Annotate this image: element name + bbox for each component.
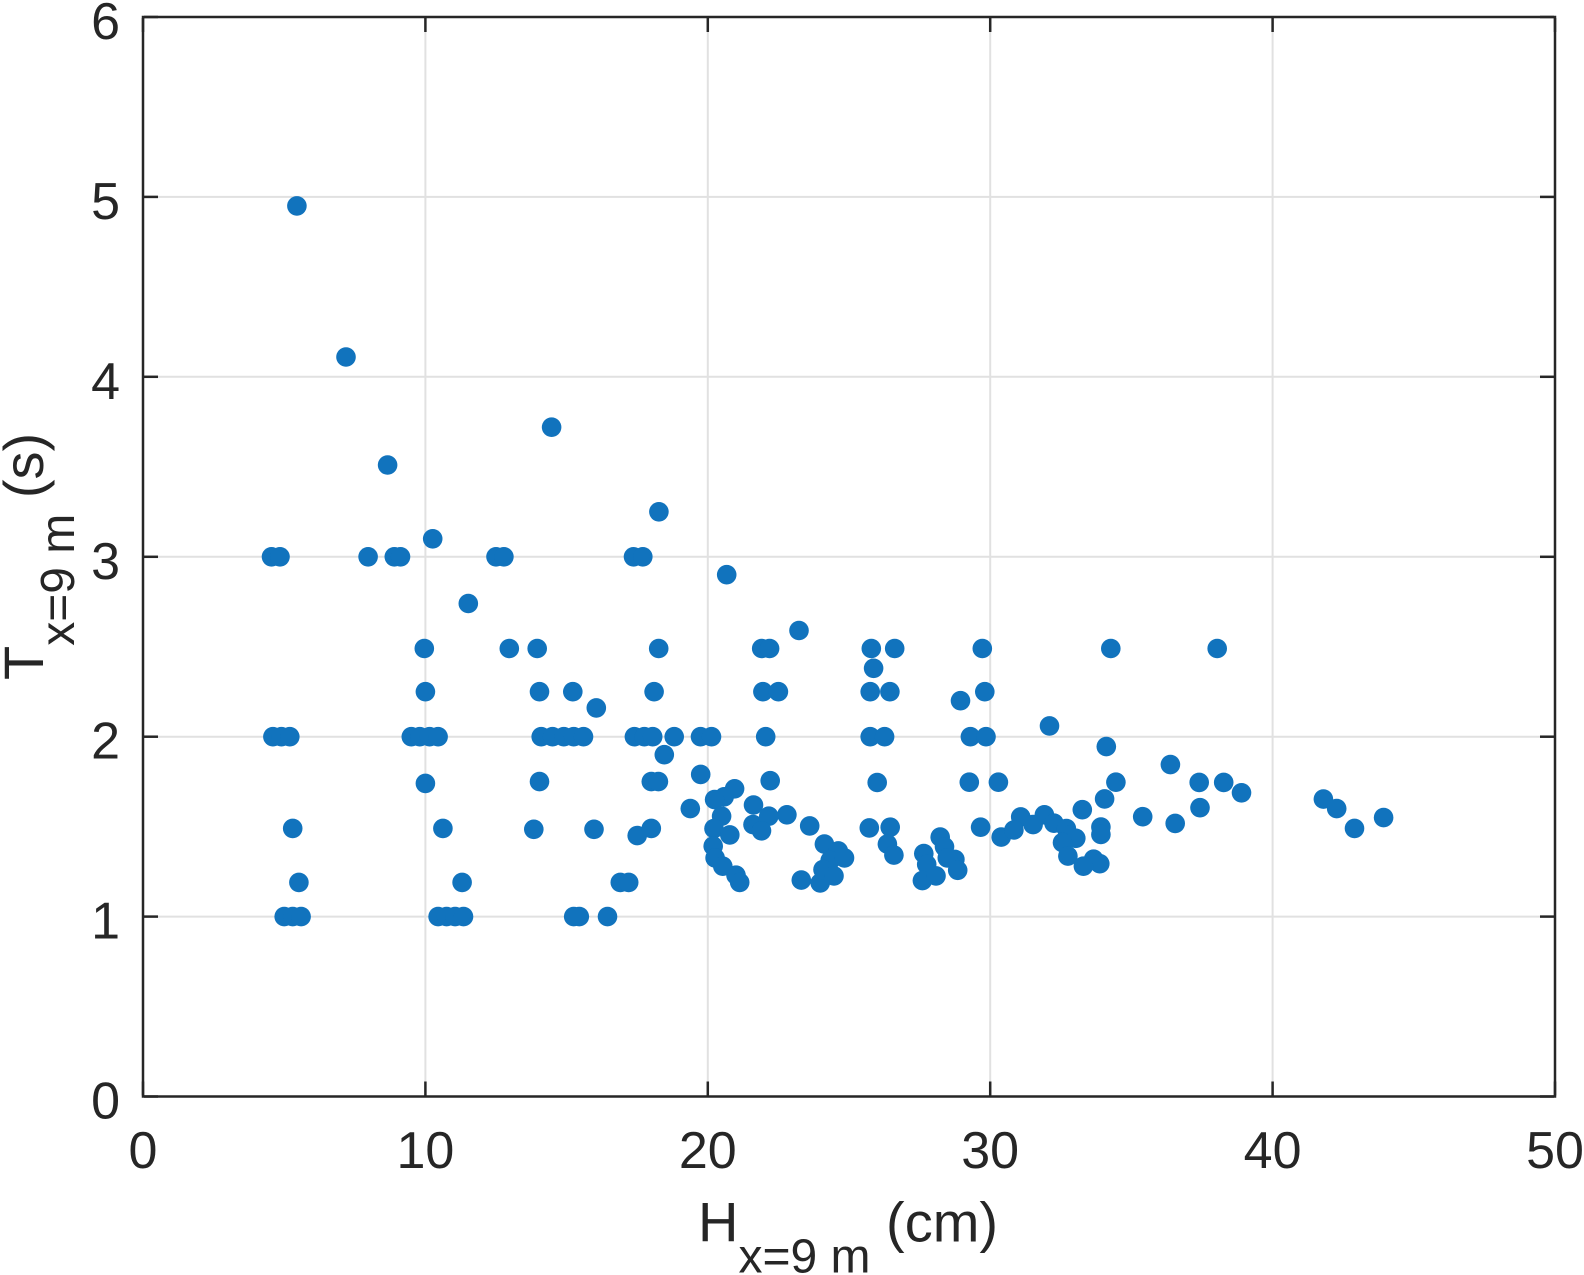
svg-text:2: 2 bbox=[91, 713, 120, 771]
svg-text:0: 0 bbox=[129, 1122, 158, 1180]
svg-text:3: 3 bbox=[91, 533, 120, 591]
svg-text:Hx=9 m (cm): Hx=9 m (cm) bbox=[698, 1191, 998, 1275]
svg-text:1: 1 bbox=[91, 893, 120, 951]
svg-text:5: 5 bbox=[91, 173, 120, 231]
svg-text:Tx=9 m (s): Tx=9 m (s) bbox=[0, 433, 85, 680]
svg-text:4: 4 bbox=[91, 353, 120, 411]
svg-text:6: 6 bbox=[91, 0, 120, 51]
svg-text:30: 30 bbox=[961, 1122, 1019, 1180]
svg-text:20: 20 bbox=[679, 1122, 737, 1180]
svg-text:40: 40 bbox=[1244, 1122, 1302, 1180]
svg-text:50: 50 bbox=[1526, 1122, 1584, 1180]
svg-text:10: 10 bbox=[396, 1122, 454, 1180]
svg-text:0: 0 bbox=[91, 1073, 120, 1131]
